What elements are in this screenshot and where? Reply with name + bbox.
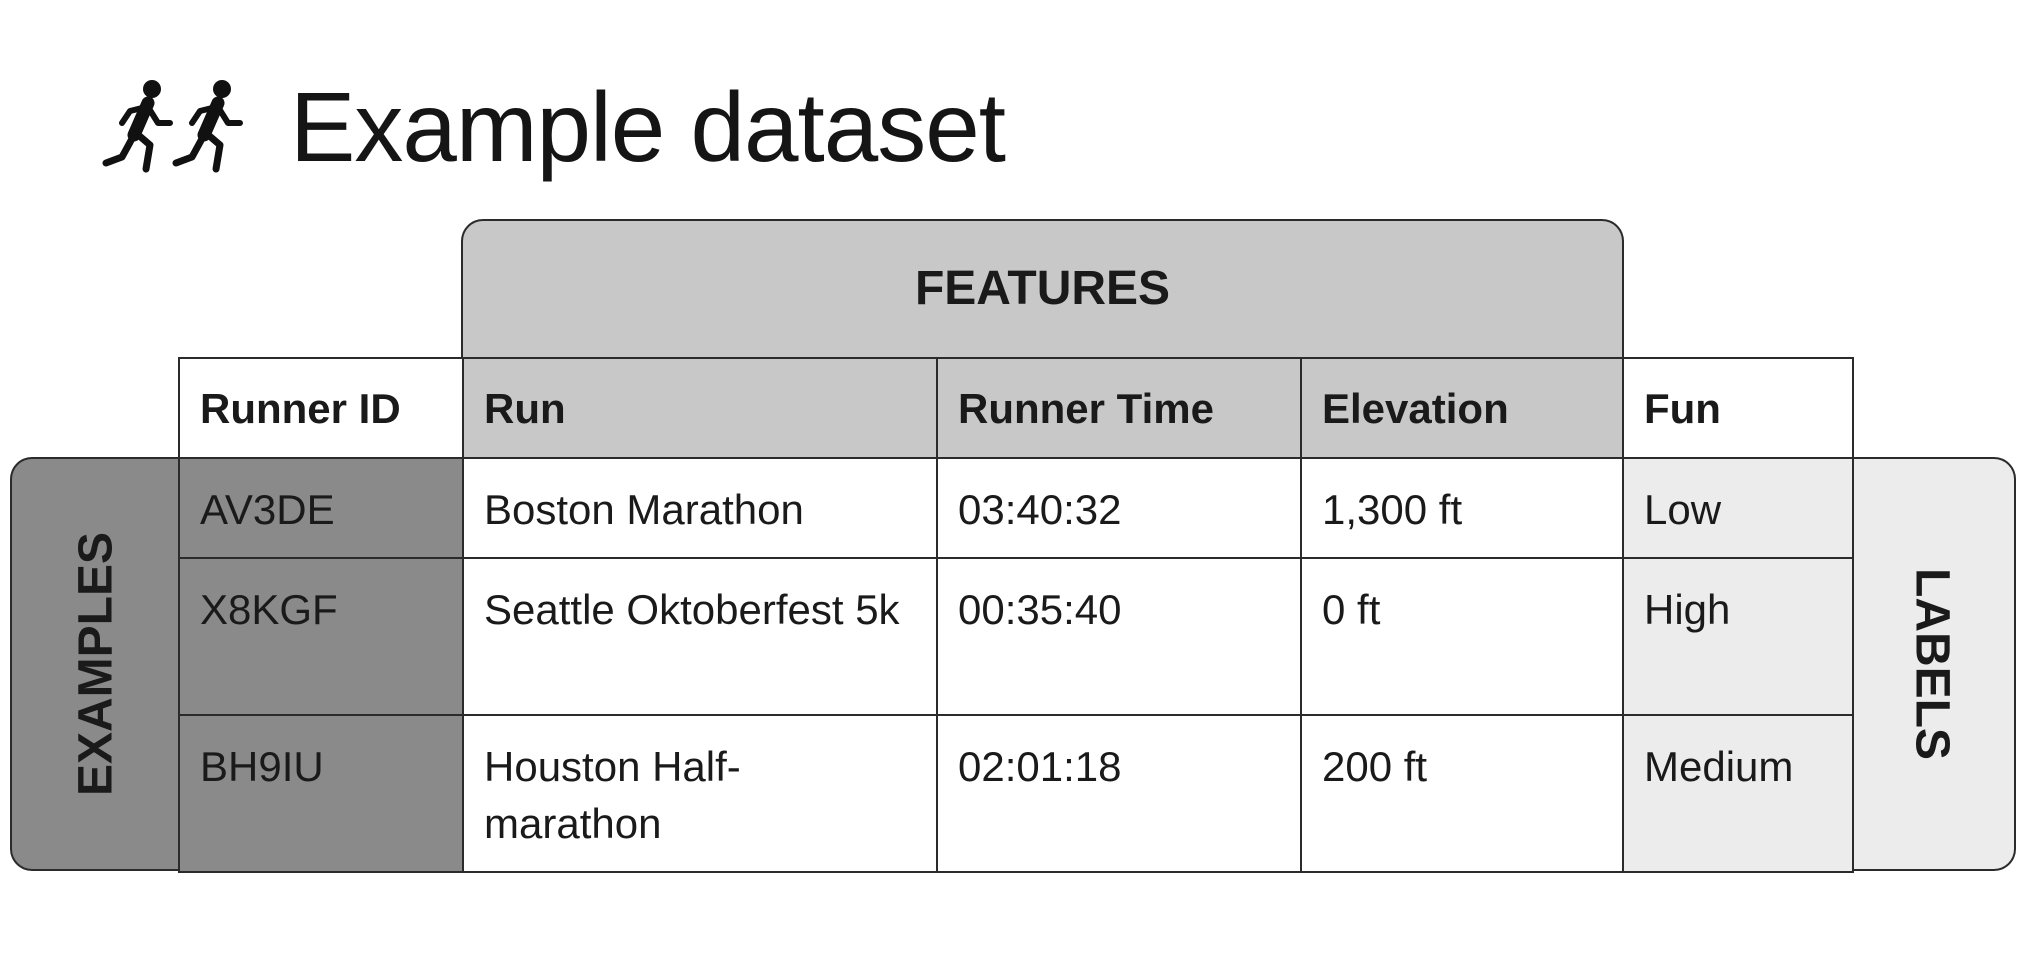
run-cell: Seattle Oktoberfest 5k	[462, 557, 938, 716]
elevation-cell: 1,300 ft	[1300, 457, 1624, 559]
fun-cell: High	[1622, 557, 1854, 716]
runner-id-cell: X8KGF	[178, 557, 464, 716]
runner-id-cell: BH9IU	[178, 714, 464, 873]
column-header-runner-time: Runner Time	[936, 357, 1302, 459]
run-cell: Houston Half-marathon	[462, 714, 938, 873]
examples-band: EXAMPLES	[10, 457, 180, 871]
table-row: BH9IU Houston Half-marathon 02:01:18 200…	[178, 714, 1854, 873]
page-title: Example dataset	[290, 71, 1006, 182]
title-row: Example dataset	[100, 71, 1006, 182]
runner-time-cell: 00:35:40	[936, 557, 1302, 716]
features-band: FEATURES	[461, 219, 1624, 361]
elevation-cell: 200 ft	[1300, 714, 1624, 873]
header-row: Runner ID Run Runner Time Elevation Fun	[178, 357, 1854, 459]
table-row: AV3DE Boston Marathon 03:40:32 1,300 ft …	[178, 457, 1854, 559]
column-header-run: Run	[462, 357, 938, 459]
runner-time-cell: 02:01:18	[936, 714, 1302, 873]
column-header-runner-id: Runner ID	[178, 357, 464, 459]
features-label: FEATURES	[914, 262, 1171, 315]
fun-cell: Low	[1622, 457, 1854, 559]
labels-label: LABELS	[1905, 568, 1959, 760]
runner-id-cell: AV3DE	[178, 457, 464, 559]
dataset-table: Runner ID Run Runner Time Elevation Fun …	[178, 357, 1854, 873]
run-cell: Boston Marathon	[462, 457, 938, 559]
two-runners-icon	[102, 80, 243, 173]
table-row: X8KGF Seattle Oktoberfest 5k 00:35:40 0 …	[178, 557, 1854, 716]
runner-time-cell: 03:40:32	[936, 457, 1302, 559]
column-header-elevation: Elevation	[1300, 357, 1624, 459]
fun-cell: Medium	[1622, 714, 1854, 873]
elevation-cell: 0 ft	[1300, 557, 1624, 716]
column-header-fun: Fun	[1622, 357, 1854, 459]
examples-label: EXAMPLES	[69, 531, 123, 797]
labels-band: LABELS	[1850, 457, 2016, 871]
